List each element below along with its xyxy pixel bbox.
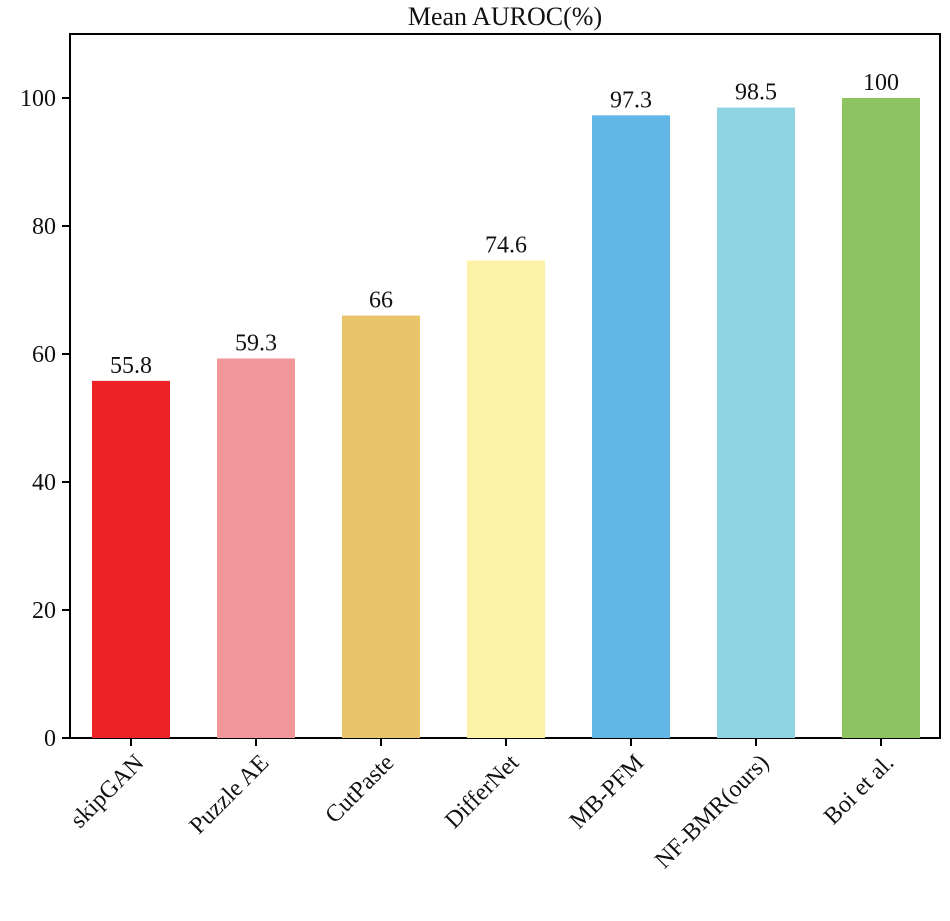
bar xyxy=(342,315,420,738)
x-tick-label: Boi et al. xyxy=(819,750,899,830)
value-label: 100 xyxy=(863,70,899,96)
y-axis: 0 20 40 60 80 100 xyxy=(20,86,70,752)
x-tick-label: DifferNet xyxy=(440,750,524,834)
y-tick-label: 80 xyxy=(32,214,56,240)
bars xyxy=(92,98,920,739)
bar xyxy=(217,358,295,738)
bar xyxy=(592,115,670,738)
x-axis: skipGAN Puzzle AE CutPaste DifferNet MB-PFM N… xyxy=(66,738,899,874)
x-tick-label: CutPaste xyxy=(321,750,400,829)
bar xyxy=(842,98,920,738)
x-tick-label: NF-BMR(ours) xyxy=(650,750,774,874)
x-tick-label: Puzzle AE xyxy=(185,750,275,840)
value-labels: 55.8 59.3 66 74.6 97.3 98.5 100 xyxy=(110,70,899,379)
bar xyxy=(717,107,795,739)
bar xyxy=(467,260,545,738)
y-tick-label: 0 xyxy=(44,726,56,752)
x-tick-label: skipGAN xyxy=(66,750,149,833)
y-tick-label: 100 xyxy=(20,86,56,112)
value-label: 98.5 xyxy=(735,80,777,106)
value-label: 97.3 xyxy=(610,87,652,113)
y-tick-label: 20 xyxy=(32,598,56,624)
value-label: 55.8 xyxy=(110,353,152,379)
value-label: 59.3 xyxy=(235,330,277,356)
value-label: 74.6 xyxy=(485,233,527,259)
y-tick-label: 60 xyxy=(32,342,56,368)
bar xyxy=(92,380,170,738)
x-tick-label: MB-PFM xyxy=(565,750,649,834)
value-label: 66 xyxy=(369,288,393,314)
chart-title: Mean AUROC(%) xyxy=(408,2,602,31)
y-tick-label: 40 xyxy=(32,470,56,496)
